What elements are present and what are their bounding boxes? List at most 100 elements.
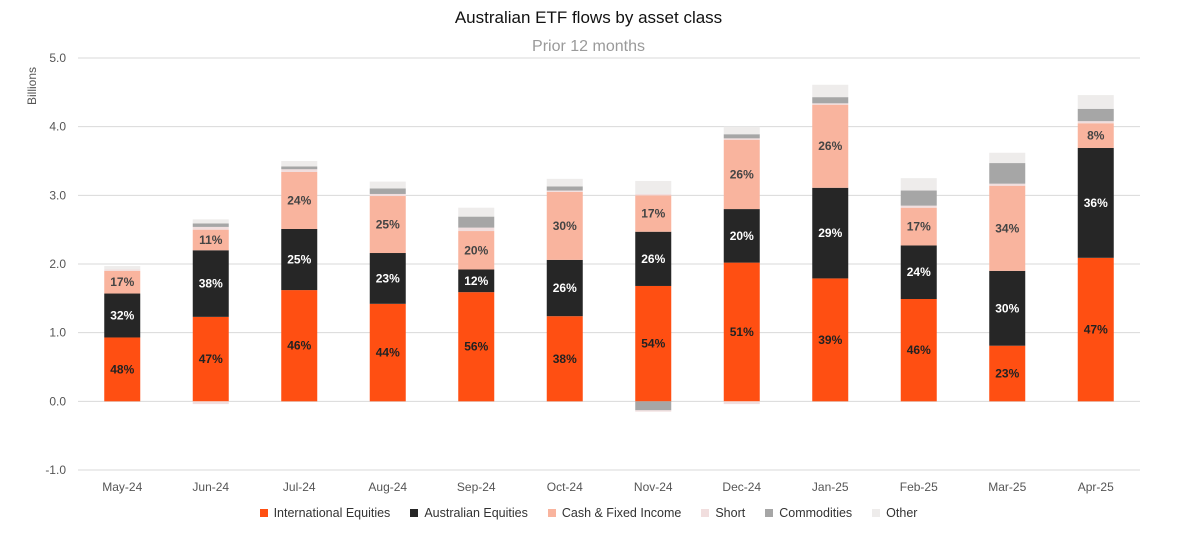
stacked-bar-chart: 48% 32% 17% 47% 38% 11% 46% 25% 24% 44% 23% 25% 56% 1… <box>25 51 1140 494</box>
bar-segment <box>546 316 583 402</box>
legend-item: Commodities <box>765 506 852 520</box>
legend-label: Cash & Fixed Income <box>561 506 682 520</box>
data-label: 23% <box>995 367 1019 381</box>
bar-segment <box>458 207 495 217</box>
data-label: 32% <box>110 309 134 323</box>
y-tick-label: 1.0 <box>49 326 66 340</box>
x-tick-label: Sep-24 <box>457 480 496 494</box>
bar-segment <box>369 303 406 402</box>
bar-segment <box>635 180 672 194</box>
bar-segment <box>900 190 937 206</box>
data-label: 17% <box>110 275 134 289</box>
bar-segment <box>989 185 1026 271</box>
bar-segment <box>192 250 229 317</box>
x-tick-label: Mar-25 <box>988 480 1026 494</box>
bar-segment <box>104 270 141 294</box>
data-label: 48% <box>110 362 134 376</box>
bar-segment <box>369 193 406 197</box>
data-labels: 48% 32% 17% 47% 38% 11% 46% 25% 24% 44% 23% 25% 56% 1… <box>110 129 1108 381</box>
bar-segment <box>192 316 229 402</box>
bar-segment <box>192 229 229 251</box>
legend-label: Australian Equities <box>424 506 528 520</box>
legend-swatch <box>701 509 710 517</box>
bar-segment <box>812 103 849 105</box>
bar-segment <box>1077 121 1114 124</box>
data-label: 39% <box>818 333 842 347</box>
data-label: 38% <box>199 277 223 291</box>
bar-segment <box>635 401 672 411</box>
bar-segment <box>458 227 495 232</box>
bar-segment <box>192 223 229 227</box>
data-label: 46% <box>287 339 311 353</box>
bar-segment <box>104 266 141 270</box>
bar-segment <box>989 152 1026 164</box>
data-label: 56% <box>464 340 488 354</box>
bar-segment <box>281 161 318 167</box>
bar-segment <box>723 209 760 263</box>
bar-segment <box>635 193 672 196</box>
y-axis-label: Billions <box>25 67 39 105</box>
bar-segment <box>812 84 849 98</box>
bar-segment <box>812 97 849 104</box>
data-label: 26% <box>818 139 842 153</box>
bar-segment <box>458 292 495 402</box>
bar-segment <box>458 216 495 228</box>
x-tick-label: Dec-24 <box>722 480 761 494</box>
data-label: 46% <box>907 343 931 357</box>
bar-segment <box>900 178 937 191</box>
bar-segment <box>1077 95 1114 109</box>
bar-segment <box>723 262 760 402</box>
bar-segment <box>192 226 229 230</box>
x-tick-label: Aug-24 <box>368 480 407 494</box>
data-label: 34% <box>995 221 1019 235</box>
bar-segment <box>723 126 760 135</box>
legend-swatch <box>872 509 881 517</box>
bar-segment <box>546 191 583 260</box>
bar-segment <box>812 278 849 402</box>
data-label: 20% <box>730 229 754 243</box>
bars <box>104 84 1114 412</box>
x-tick-label: Oct-24 <box>547 480 583 494</box>
bar-segment <box>989 345 1026 402</box>
legend-item: Short <box>701 506 745 520</box>
legend-label: International Equities <box>273 506 391 520</box>
bar-segment <box>635 285 672 402</box>
legend: International Equities Australian Equitie… <box>0 506 1177 520</box>
bar-segment <box>900 205 937 208</box>
bar-segment-negative <box>635 410 672 412</box>
bar-segment <box>900 299 937 402</box>
bar-segment <box>281 228 318 291</box>
bar-segment <box>104 269 141 271</box>
data-label: 25% <box>287 253 311 267</box>
data-label: 26% <box>641 252 665 266</box>
x-tick-label: Jun-24 <box>192 480 229 494</box>
y-tick-label: 4.0 <box>49 120 66 134</box>
bar-segment <box>1077 123 1114 148</box>
bar-segment <box>723 134 760 139</box>
data-label: 51% <box>730 325 754 339</box>
legend-swatch <box>410 509 419 517</box>
bar-segment <box>1077 147 1114 258</box>
bar-segment <box>812 187 849 279</box>
bar-segment <box>458 231 495 270</box>
x-tick-label: May-24 <box>102 480 142 494</box>
chart-subtitle: Prior 12 months <box>532 38 645 55</box>
bar-segment <box>281 169 318 172</box>
legend-swatch <box>259 509 268 517</box>
axes: Billions 5.0 4.0 3.0 2.0 1.0 0.0 -1.0 May-24 Jun… <box>25 51 1114 494</box>
data-label: 8% <box>1087 129 1105 143</box>
y-tick-label: 2.0 <box>49 257 66 271</box>
bar-segment <box>281 290 318 402</box>
legend-item: International Equities <box>259 506 391 520</box>
bar-segment <box>369 188 406 194</box>
x-tick-label: Jul-24 <box>283 480 316 494</box>
data-label: 17% <box>641 207 665 221</box>
data-label: 29% <box>818 226 842 240</box>
x-tick-label: Feb-25 <box>900 480 938 494</box>
chart-title: Australian ETF flows by asset class <box>454 8 723 27</box>
bar-segment <box>104 293 141 338</box>
bar-segment <box>635 195 672 232</box>
data-label: 12% <box>464 274 488 288</box>
data-label: 23% <box>376 271 400 285</box>
